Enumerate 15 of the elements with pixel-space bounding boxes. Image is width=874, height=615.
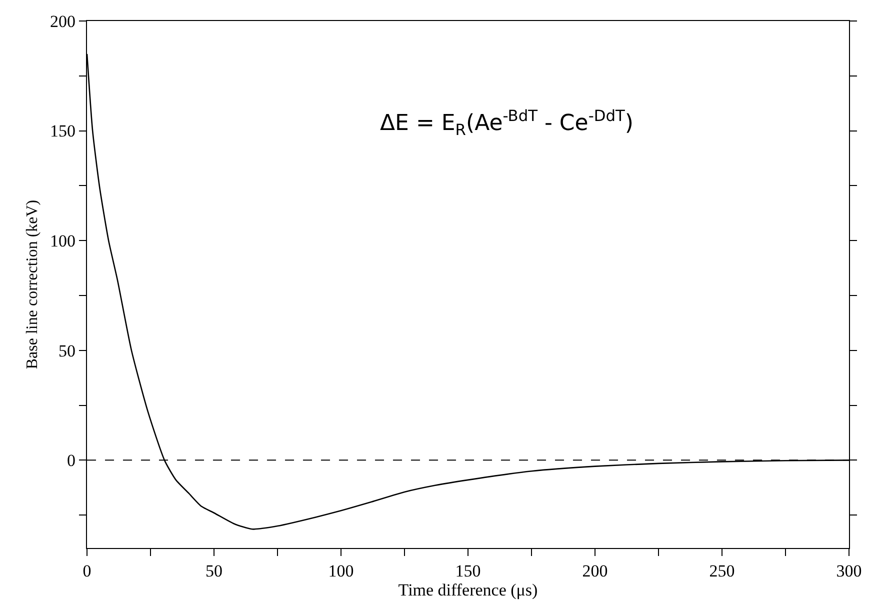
x-tick-label: 0 [82,562,92,581]
y-tick-label: 50 [58,341,76,360]
x-axis-title: Time difference (μs) [398,580,538,600]
y-tick-label: 200 [50,12,76,31]
x-tick-label: 300 [836,562,862,581]
x-tick-label: 100 [328,562,354,581]
x-tick-label: 250 [709,562,735,581]
x-tick-label: 50 [206,562,222,581]
y-tick-label: 0 [66,451,76,470]
y-tick-label: 150 [50,122,76,141]
annotation: ΔE = E$_{R}$(Ae$^{-BdT}$ - Ce$^{-DdT}$) [380,107,634,139]
x-tick-label: 200 [582,562,608,581]
y-axis-title: Base line correction (keV) [24,200,41,370]
y-tick-label: 100 [50,232,76,251]
x-tick-label: 150 [455,562,481,581]
